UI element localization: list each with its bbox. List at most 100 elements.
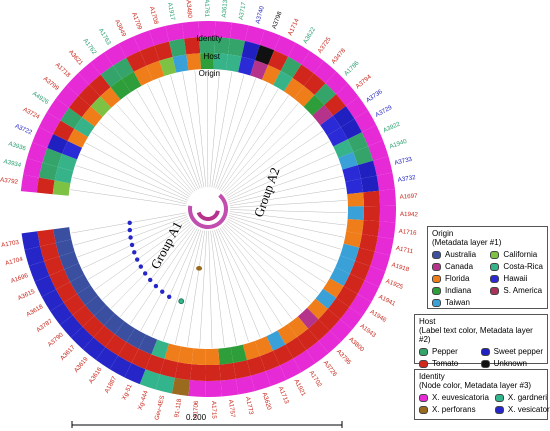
ring-segment-host <box>154 41 173 61</box>
tree-branch <box>151 229 200 337</box>
ring-segment-origin <box>74 117 95 137</box>
leaf-label: A3717 <box>238 1 248 20</box>
tree-branch <box>214 229 249 343</box>
tree-branch <box>229 211 347 226</box>
tree-branch <box>228 215 342 250</box>
legend-entry-label: Indiana <box>445 286 472 295</box>
ring-segment-identity <box>345 96 369 119</box>
leaf-label: A3616 <box>88 366 104 385</box>
ring-segment-origin <box>54 166 74 184</box>
leaf-label: A3622 <box>302 26 317 45</box>
ring-segment-identity <box>374 236 394 256</box>
legend-entry-label: Taiwan <box>445 298 470 307</box>
ring-segment-identity <box>109 355 132 378</box>
tree-branch <box>211 72 233 188</box>
ring-segment-identity <box>274 35 296 57</box>
leaf-label: A1921 <box>293 378 308 398</box>
tree-branch <box>228 163 340 203</box>
ring-segment-identity <box>349 294 372 317</box>
ring-segment-identity <box>82 337 106 360</box>
scale-bar-label: 0.200 <box>186 413 207 422</box>
leaf-label: A1940 <box>389 138 409 151</box>
leaf-label: 91-118 <box>173 398 183 418</box>
ring-segment-origin <box>146 60 165 81</box>
node-marker <box>178 298 185 305</box>
leaf-label: A3936 <box>7 140 27 152</box>
ring-segment-identity <box>78 62 101 85</box>
ring-segment-identity <box>34 275 56 297</box>
ring-segment-origin <box>273 70 293 92</box>
ring-segment-host <box>361 175 380 193</box>
ring-segment-host <box>37 229 56 247</box>
node-marker <box>127 227 132 233</box>
tree-branch <box>140 228 198 331</box>
ring-segment-origin <box>307 298 328 320</box>
node-marker <box>196 266 203 271</box>
leaf-label: A1703 <box>1 239 20 249</box>
ring-segment-origin <box>261 65 281 86</box>
ring-segment-origin <box>121 71 142 93</box>
ring-segment-host <box>268 50 289 71</box>
ring-segment-identity <box>118 36 140 58</box>
ring-segment-identity <box>50 302 73 325</box>
ring-segment-host <box>49 269 71 290</box>
tree-branch <box>222 225 303 312</box>
leaf-label: A3615 <box>17 288 37 302</box>
legend-swatch <box>490 251 500 259</box>
legend-entry-label: Canada <box>445 262 474 271</box>
legend-origin-entry: S. America <box>490 286 543 296</box>
tree-branch <box>229 213 345 238</box>
ring-segment-host <box>55 281 78 303</box>
tree-branch <box>116 104 194 193</box>
ring-segment-origin <box>57 153 78 172</box>
ring-segment-host <box>53 120 75 141</box>
ring-segment-origin <box>323 278 344 298</box>
ring-segment-identity <box>373 156 393 176</box>
ring-segment-identity <box>259 29 281 51</box>
node-marker <box>129 242 135 248</box>
leaf-label: Gev-4ES <box>154 395 167 421</box>
ring-segment-identity <box>139 369 161 390</box>
leaf-label: A3934 <box>3 158 23 169</box>
ring-segment-origin <box>327 127 348 147</box>
ring-segment-identity <box>149 25 170 46</box>
leaf-label: A3618 <box>25 303 44 318</box>
tree-branch <box>147 83 199 190</box>
ring-segment-identity <box>23 158 43 178</box>
ring-segment-host <box>349 260 371 281</box>
tree-branch <box>85 142 189 199</box>
ring-segment-host <box>139 45 160 66</box>
ring-segment-identity <box>165 22 185 42</box>
ring-segment-origin <box>70 274 91 294</box>
tree-branch <box>224 223 311 303</box>
ring-segment-origin <box>294 85 315 107</box>
tree-branch <box>88 219 190 280</box>
ring-segment-host <box>233 360 251 379</box>
legend-origin-entry: Australia <box>432 250 484 260</box>
tree-branch <box>75 165 188 203</box>
ring-segment-host <box>359 233 378 252</box>
leaf-label: A1714 <box>287 17 301 37</box>
ring-segment-origin <box>177 346 194 365</box>
ring-segment-host <box>280 56 302 78</box>
tree-branch <box>94 221 191 290</box>
legend-identity-entry: X. perforans <box>419 405 489 415</box>
legend-entry-label: X. euvesicatoria <box>432 393 489 402</box>
ring-segment-host <box>255 44 275 66</box>
ring-segment-identity <box>245 25 265 45</box>
leaf-label: A3800 <box>347 336 365 354</box>
legend-swatch <box>432 263 441 271</box>
leaf-label: A1696 <box>10 272 30 285</box>
ring-segment-identity <box>361 125 384 147</box>
node-marker <box>142 271 148 276</box>
tree-branch <box>224 120 316 196</box>
ring-segment-origin <box>133 65 153 86</box>
tree-branch <box>80 153 188 201</box>
ring-segment-identity <box>198 21 216 38</box>
tree-branch <box>163 229 202 341</box>
tree-branch <box>70 189 187 207</box>
ring-segment-origin <box>343 231 362 248</box>
legend-identity-title: Identity <box>419 372 445 381</box>
ring-segment-origin <box>345 178 364 195</box>
legend-swatch <box>480 360 490 368</box>
